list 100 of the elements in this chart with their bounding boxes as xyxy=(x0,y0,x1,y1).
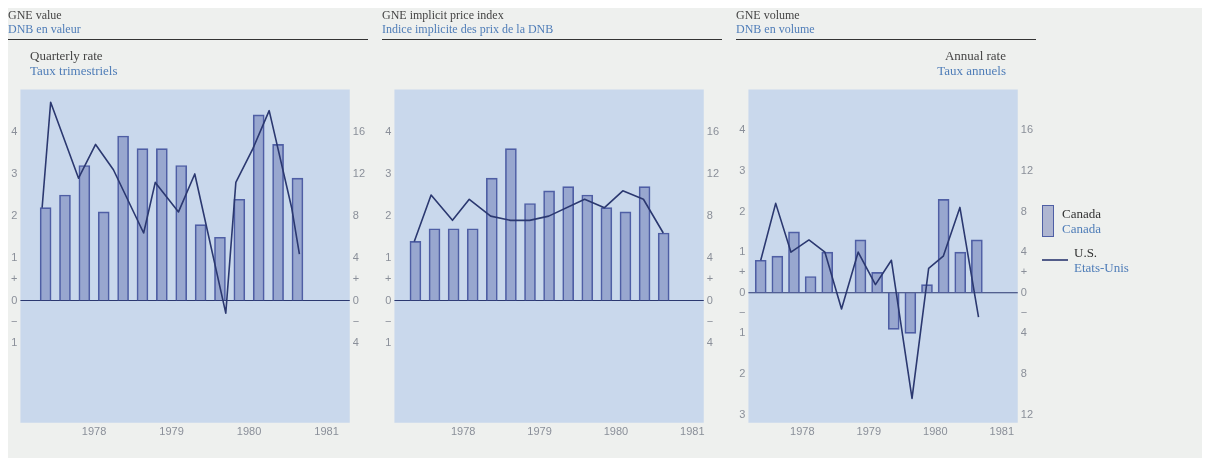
chart-title: GNE volume xyxy=(736,8,801,22)
y-tick-label: 1 xyxy=(385,335,392,348)
y2-tick-label: 4 xyxy=(352,335,359,348)
y2-tick-label: − xyxy=(352,314,360,327)
x-tick-label: 1978 xyxy=(81,425,107,438)
y-tick-label: 3 xyxy=(385,166,392,179)
x-tick-label: 1978 xyxy=(450,425,476,438)
y-tick-label: 2 xyxy=(739,204,746,217)
bar xyxy=(252,114,265,301)
bar xyxy=(581,194,594,301)
bar xyxy=(78,165,91,301)
bar xyxy=(524,203,536,301)
bar xyxy=(428,228,441,301)
y-tick-label: 3 xyxy=(11,166,18,179)
y2-tick-label: 12 xyxy=(706,166,720,179)
x-tick-label: 1979 xyxy=(856,425,882,438)
bar xyxy=(543,190,555,301)
y2-axis-title: Annual rate Taux annuels xyxy=(937,48,1006,78)
y2-tick-label: 12 xyxy=(352,166,366,179)
legend-label: U.S. Etats-Unis xyxy=(1074,245,1129,275)
x-tick-label: 1981 xyxy=(314,425,339,438)
bar xyxy=(619,211,632,301)
chart-subtitle: Indice implicite des prix de la DNB xyxy=(382,22,555,36)
y2-tick-label: 4 xyxy=(1020,326,1027,339)
y2-tick-label: 4 xyxy=(352,251,359,264)
legend-label: Canada Canada xyxy=(1062,206,1101,236)
y2-tick-label: − xyxy=(1020,306,1028,319)
y2-tick-label: 4 xyxy=(1020,245,1027,258)
y-tick-label: 3 xyxy=(739,163,746,176)
x-tick-label: 1981 xyxy=(680,425,705,438)
y-tick-label: 0 xyxy=(739,285,746,298)
chart-title: GNE value xyxy=(8,8,63,22)
y2-tick-label: 16 xyxy=(706,124,720,137)
y-tick-label: + xyxy=(384,272,392,285)
bar xyxy=(136,148,149,301)
chart-subtitle: DNB en valeur xyxy=(8,22,82,36)
y-tick-label: 1 xyxy=(385,251,392,264)
y-tick-label: 1 xyxy=(739,326,746,339)
y2-tick-label: 4 xyxy=(706,251,713,264)
bar xyxy=(59,194,71,301)
bar xyxy=(447,228,460,301)
y-tick-label: + xyxy=(738,265,746,278)
y-tick-label: − xyxy=(738,306,746,319)
bar xyxy=(194,224,207,301)
bar xyxy=(771,255,784,293)
bar xyxy=(505,148,517,301)
y-tick-label: 2 xyxy=(385,209,392,222)
y-tick-label: 4 xyxy=(11,124,18,137)
bar xyxy=(754,259,767,293)
y2-tick-label: 0 xyxy=(1020,285,1027,298)
y-tick-label: + xyxy=(10,272,18,285)
bar xyxy=(233,198,246,301)
y-tick-label: 3 xyxy=(739,407,746,420)
x-tick-label: 1979 xyxy=(159,425,184,438)
y2-tick-label: 16 xyxy=(1020,123,1034,136)
bar xyxy=(97,211,110,301)
y2-tick-label: + xyxy=(1020,265,1028,278)
bar xyxy=(156,148,168,301)
bar xyxy=(954,251,967,293)
y-tick-label: 2 xyxy=(11,209,18,222)
y2-tick-label: 8 xyxy=(706,209,713,222)
bar xyxy=(466,228,479,301)
y-tick-label: − xyxy=(384,314,392,327)
bar xyxy=(272,144,284,301)
x-tick-label: 1980 xyxy=(236,425,262,438)
y2-tick-label: − xyxy=(706,314,714,327)
y2-tick-label: 0 xyxy=(352,293,359,306)
y-tick-label: 1 xyxy=(11,251,18,264)
y2-tick-label: 4 xyxy=(706,335,713,348)
bar xyxy=(600,207,613,301)
chart-subtitle: DNB en volume xyxy=(736,22,816,36)
y-tick-label: 4 xyxy=(739,123,746,136)
x-tick-label: 1981 xyxy=(989,425,1015,438)
y-axis-title: Quarterly rate Taux trimestriels xyxy=(30,48,118,78)
y2-tick-label: 12 xyxy=(1020,163,1034,176)
y-tick-label: 1 xyxy=(739,245,746,258)
y2-tick-label: 8 xyxy=(1020,367,1027,380)
bar xyxy=(562,186,575,301)
bar xyxy=(485,177,498,301)
bar xyxy=(175,165,188,301)
bar xyxy=(409,241,422,301)
y2-tick-label: + xyxy=(352,272,360,285)
chart-title: GNE implicit price index xyxy=(382,8,505,22)
bar xyxy=(117,135,129,301)
y2-tick-label: 8 xyxy=(352,209,359,222)
y-tick-label: 4 xyxy=(385,124,392,137)
y2-tick-label: + xyxy=(706,272,714,285)
y-tick-label: 0 xyxy=(385,293,392,306)
bar xyxy=(638,186,651,301)
bar xyxy=(657,232,670,301)
x-tick-label: 1979 xyxy=(527,425,552,438)
bar xyxy=(904,292,917,334)
y-tick-label: 0 xyxy=(11,293,18,306)
y-tick-label: 1 xyxy=(11,335,18,348)
y2-tick-label: 16 xyxy=(352,124,366,137)
x-tick-label: 1978 xyxy=(790,425,815,438)
y2-tick-label: 8 xyxy=(1020,204,1027,217)
bar xyxy=(39,207,52,301)
bar xyxy=(971,239,983,293)
bar xyxy=(788,231,800,293)
